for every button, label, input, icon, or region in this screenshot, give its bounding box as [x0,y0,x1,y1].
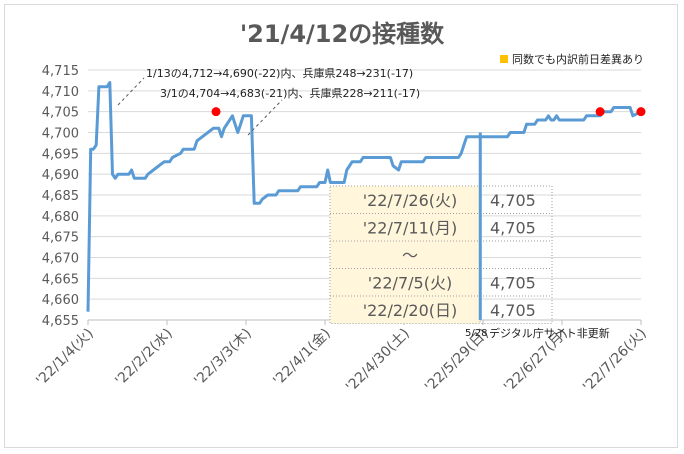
table-date: '22/7/5(火) [368,273,452,292]
annotation-note: デジタル庁サイト非更新 [489,326,610,340]
table-date: '22/7/26(火) [363,191,458,210]
y-tick-label: 4,675 [42,231,79,246]
x-tick-label: '22/2/2(水) [112,326,176,390]
y-tick-label: 4,690 [42,168,79,183]
y-tick-label: 4,660 [42,293,79,308]
y-tick-label: 4,710 [42,85,79,100]
annotation-leader [247,99,283,136]
table-date-column [330,186,480,324]
y-tick-label: 4,705 [42,106,79,121]
legend-label: 同数でも内訳前日差異あり [512,53,644,66]
table-value: 4,705 [490,273,536,292]
annotation-1: 1/13の4,712→4,690(-22)内、兵庫県248→231(-17) [146,66,413,80]
y-tick-label: 4,700 [42,127,79,142]
table-value: 4,705 [490,218,536,237]
table-date: '22/2/20(日) [363,301,458,320]
table-border [329,185,553,324]
highlight-point [636,107,646,117]
y-tick-label: 4,680 [42,210,79,225]
y-tick-label: 4,655 [42,314,79,329]
y-tick-label: 4,685 [42,189,79,204]
y-tick-label: 4,665 [42,272,79,287]
highlight-point [595,107,605,117]
annotation-2: 3/1の4,704→4,683(-21)内、兵庫県228→211(-17) [160,86,420,100]
x-tick-label: '22/4/30(土) [343,326,413,396]
annotation-leader [117,77,145,106]
series-line [86,81,642,312]
table-date: '22/7/11(月) [363,218,458,237]
y-tick-label: 4,715 [42,64,79,79]
highlight-point [211,107,221,117]
y-tick-label: 4,670 [42,252,79,267]
table-value: 4,705 [490,191,536,210]
table-value: 4,705 [490,301,536,320]
table-date: ～ [402,246,418,265]
x-tick-label: '22/3/3(木) [191,326,255,390]
legend: 同数でも内訳前日差異あり [500,51,644,67]
x-tick-label: '22/1/4(火) [33,326,97,390]
y-tick-label: 4,695 [42,147,79,162]
annotation-date: 5/28 [465,328,487,339]
legend-swatch [500,55,508,63]
chart-title: '21/4/12の接種数 [239,20,445,48]
x-tick-label: '22/4/1(金) [270,326,334,390]
